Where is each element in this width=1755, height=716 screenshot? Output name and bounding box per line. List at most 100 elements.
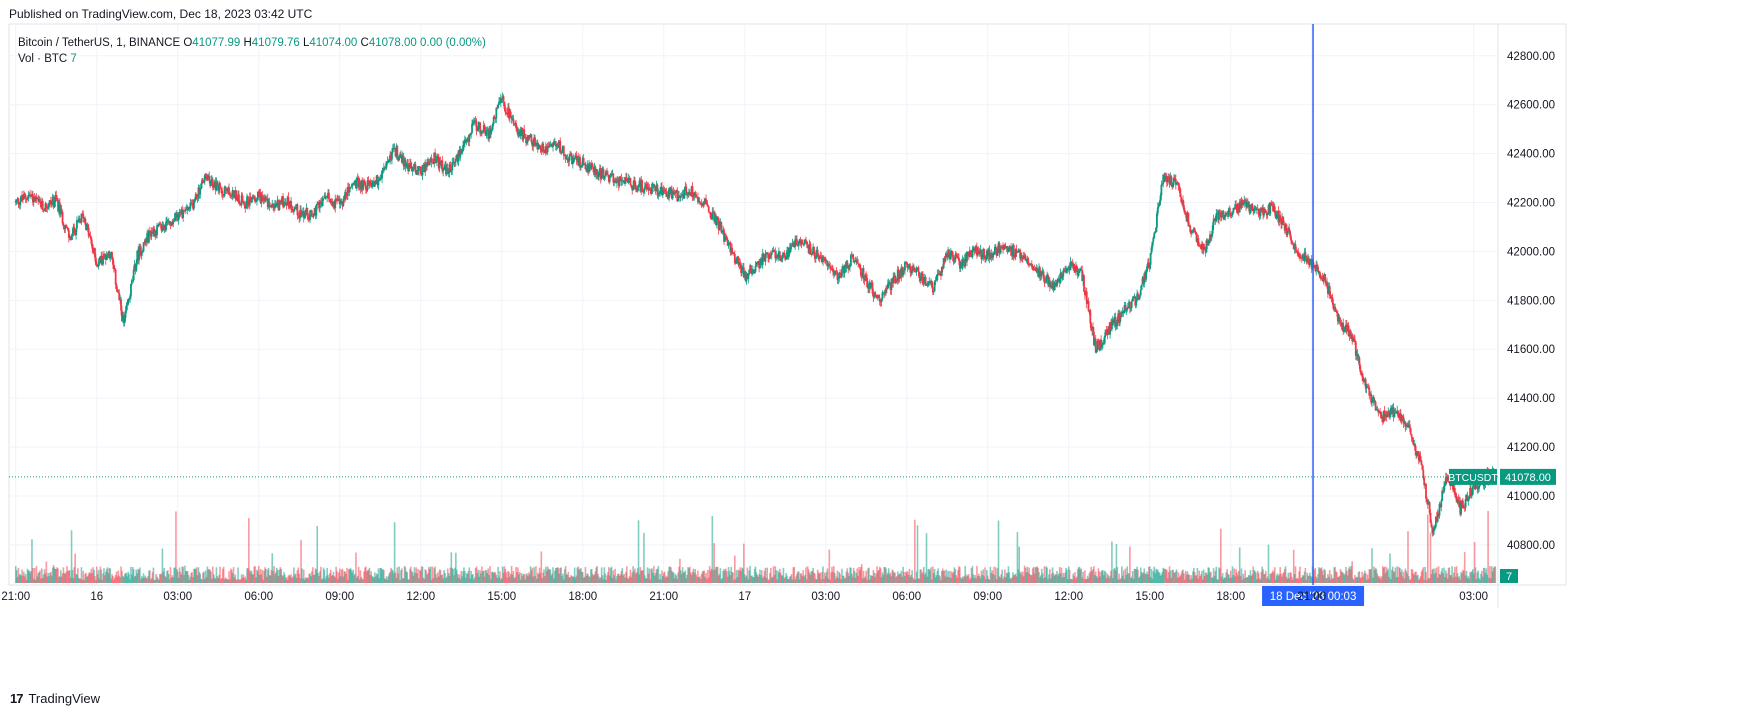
candle-body <box>283 202 286 206</box>
candle-body <box>904 262 906 271</box>
candle-body <box>934 280 937 282</box>
candle <box>920 272 923 283</box>
candle-body <box>538 144 541 146</box>
volume-bar <box>82 570 85 583</box>
volume-bar <box>1052 572 1055 583</box>
candle-body <box>476 130 479 132</box>
volume-bar <box>1308 575 1310 583</box>
volume-bar <box>391 569 393 583</box>
volume-bar <box>500 579 502 583</box>
volume-bar <box>54 569 57 583</box>
volume-bar <box>655 569 658 583</box>
volume-bar <box>1036 566 1039 583</box>
candle-body <box>103 253 105 260</box>
volume-bar <box>1385 567 1388 583</box>
candle-body <box>843 264 846 274</box>
volume-bar <box>1108 578 1111 583</box>
volume-bar <box>1246 577 1248 583</box>
candle <box>61 210 64 226</box>
candle-body <box>364 185 367 190</box>
candle <box>479 121 482 137</box>
volume-bar <box>814 573 816 583</box>
volume-bar <box>197 567 200 583</box>
candle-body <box>759 262 761 269</box>
volume-bar <box>1098 571 1101 583</box>
volume-bar <box>1256 579 1258 583</box>
volume-bar <box>475 566 478 583</box>
volume-bar <box>1090 566 1093 583</box>
candle-body <box>292 209 295 212</box>
candle-body <box>86 224 89 228</box>
volume-bar <box>76 574 78 583</box>
volume-bar <box>293 574 296 583</box>
candle <box>46 204 49 213</box>
candle <box>881 290 884 302</box>
candle-body <box>229 194 232 196</box>
candle <box>168 220 171 226</box>
candle-body <box>130 280 133 285</box>
volume-bar <box>1030 575 1032 583</box>
candle-body <box>150 231 153 237</box>
volume-bar <box>234 574 237 583</box>
volume-bar <box>830 572 832 583</box>
candle-body <box>84 218 86 224</box>
candle <box>562 145 565 161</box>
volume-bar <box>319 571 321 583</box>
candle-body <box>776 255 779 258</box>
volume-bar <box>1186 571 1189 583</box>
volume-bar <box>578 569 580 583</box>
candle <box>688 189 691 196</box>
volume-bar <box>1048 574 1050 583</box>
candle-body <box>766 252 769 255</box>
candle <box>816 246 819 256</box>
volume-bar <box>1168 566 1171 583</box>
candle-body <box>112 257 114 265</box>
volume-bar <box>994 575 996 583</box>
volume-bar <box>1189 579 1192 583</box>
volume-bar <box>1327 573 1329 583</box>
volume-bar <box>175 511 177 583</box>
volume-bar <box>1387 568 1390 583</box>
volume-bar <box>224 577 227 583</box>
volume-bar <box>104 571 107 583</box>
volume-bar <box>180 574 183 583</box>
volume-bar <box>1229 577 1231 583</box>
volume-bar <box>869 575 872 583</box>
candle <box>510 115 513 124</box>
candle-body <box>805 239 807 242</box>
candle-body <box>247 196 249 205</box>
candle <box>485 126 488 139</box>
candle-body <box>525 137 527 144</box>
candle-body <box>504 108 507 113</box>
candle-body <box>166 221 169 222</box>
candle-body <box>435 162 437 164</box>
volume-bar <box>1180 573 1183 583</box>
candle-body <box>210 179 212 186</box>
volume-bar <box>1307 575 1309 583</box>
volume-bar <box>158 574 161 583</box>
volume-bar <box>153 579 156 583</box>
volume-bar <box>867 568 869 583</box>
volume-bar <box>729 575 732 583</box>
volume-bar <box>37 573 40 583</box>
volume-bar <box>459 579 462 583</box>
candle-body <box>600 170 603 179</box>
volume-bar <box>95 566 98 583</box>
volume-bar <box>1471 570 1473 583</box>
candle-body <box>917 267 920 272</box>
volume-bar <box>1389 553 1391 583</box>
candle-body <box>27 195 30 199</box>
volume-bar <box>31 539 33 583</box>
volume-bar <box>548 569 551 583</box>
candle-body <box>219 183 221 189</box>
volume-bar <box>1094 574 1096 583</box>
volume-bar <box>448 575 451 583</box>
volume-bar <box>355 552 357 583</box>
candle-body <box>494 118 497 120</box>
volume-bar <box>656 568 659 583</box>
volume-bar <box>567 571 570 583</box>
volume-bar <box>294 573 297 583</box>
candle <box>866 274 869 289</box>
candle-body <box>723 229 725 242</box>
